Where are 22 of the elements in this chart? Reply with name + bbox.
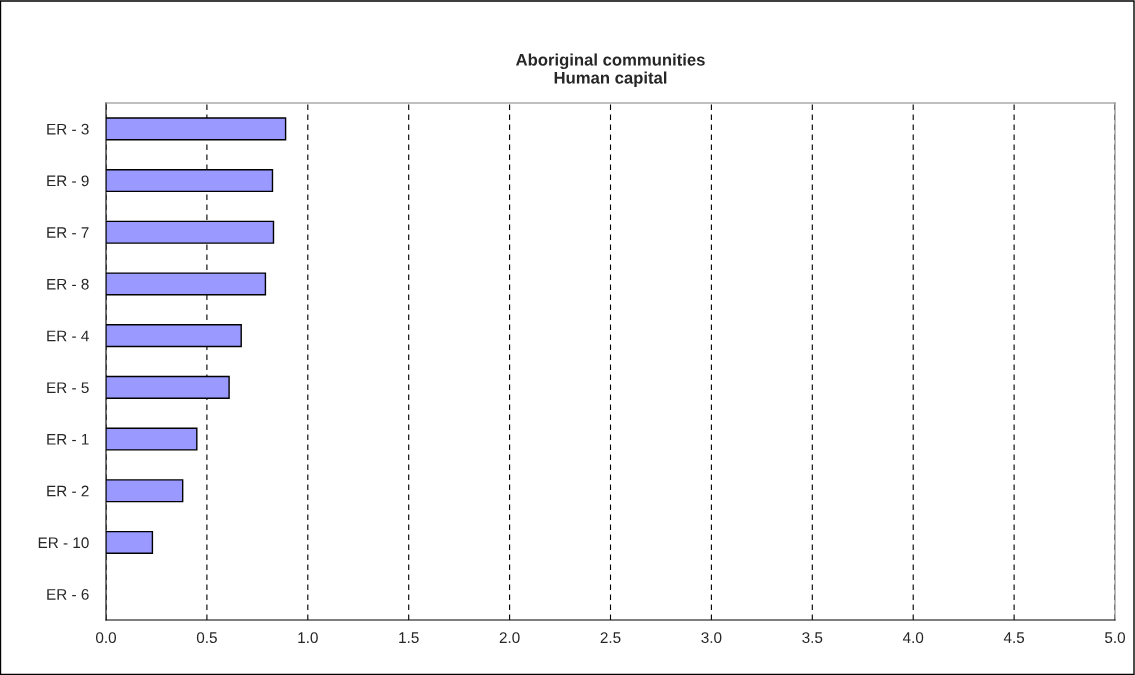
x-tick-label: 1.5 [399, 632, 419, 644]
x-tick-label: 4.5 [1003, 632, 1025, 644]
y-tick-label: ER - 3 [47, 123, 89, 135]
y-tick-label: ER - 7 [47, 227, 89, 238]
chart-title: Aboriginal communities Human capital [516, 53, 705, 88]
y-tick-label: ER - 10 [38, 537, 89, 549]
x-tick-label: 3.0 [701, 632, 722, 644]
y-tick-label: ER - 8 [47, 278, 89, 290]
x-tick-label: 4.0 [902, 632, 924, 644]
x-tick-label: 0.0 [95, 632, 117, 644]
y-tick-label: ER - 6 [47, 589, 89, 600]
y-tick-label: ER - 5 [47, 382, 89, 394]
x-tick-label: 2.5 [600, 632, 621, 644]
x-tick-label: 1.0 [298, 632, 318, 644]
y-tick-label: ER - 4 [47, 330, 89, 342]
x-tick-label: 5.0 [1104, 632, 1126, 644]
x-tick-label: 2.0 [499, 632, 520, 644]
y-tick-label: ER - 1 [47, 434, 89, 445]
y-tick-label: ER - 9 [47, 175, 89, 187]
y-tick-label: ER - 2 [47, 485, 89, 497]
x-tick-label: 3.5 [802, 632, 823, 644]
x-tick-label: 0.5 [196, 632, 217, 644]
